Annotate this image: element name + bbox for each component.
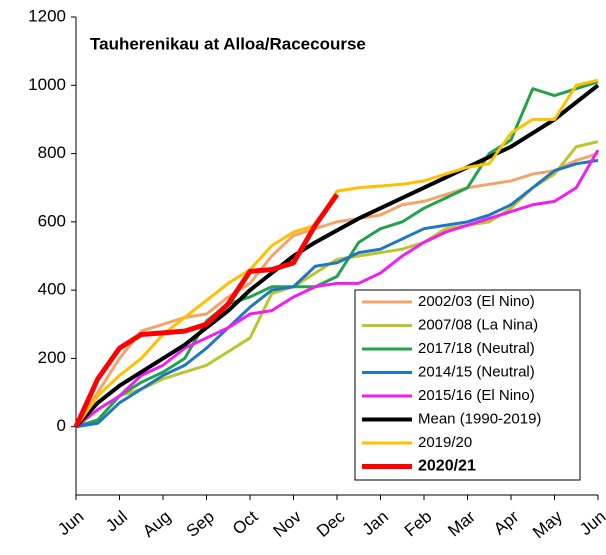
series-line bbox=[75, 149, 600, 428]
x-tick-label: Feb bbox=[401, 507, 436, 540]
x-tick-label: Jun bbox=[576, 507, 606, 539]
legend-label: 2002/03 (El Nino) bbox=[418, 293, 535, 310]
series-line bbox=[75, 158, 599, 429]
legend-label: 2014/15 (Neutral) bbox=[418, 363, 535, 380]
y-tick-label: 800 bbox=[38, 143, 66, 162]
legend-label: Mean (1990-2019) bbox=[418, 410, 541, 427]
legend-label: 2020/21 bbox=[418, 458, 476, 475]
series-line bbox=[75, 140, 599, 428]
series-line bbox=[75, 80, 599, 429]
series-line bbox=[74, 152, 599, 428]
legend-label: 2017/18 (Neutral) bbox=[418, 340, 535, 357]
legend: 2002/03 (El Nino) 2007/08 (La Nina) 2017/1… bbox=[362, 293, 541, 475]
series-line bbox=[74, 83, 600, 429]
legend-label: 2007/08 (La Nina) bbox=[418, 316, 538, 333]
y-tick-label: 1200 bbox=[28, 6, 66, 25]
x-tick-label: Sep bbox=[183, 507, 218, 541]
series-line bbox=[73, 193, 340, 428]
x-tick-label: Jun bbox=[54, 507, 87, 539]
chart-title: Tauherenikau at Alloa/Racecourse bbox=[90, 34, 366, 53]
y-tick-label: 400 bbox=[38, 280, 66, 299]
legend-label: 2015/16 (El Nino) bbox=[418, 387, 535, 404]
x-tick-label: Oct bbox=[229, 507, 262, 539]
x-tick-label: Dec bbox=[313, 507, 349, 541]
x-tick-label: Apr bbox=[490, 507, 523, 539]
y-tick-label: 600 bbox=[38, 211, 66, 230]
x-tick-label: Nov bbox=[270, 507, 306, 541]
x-tick-label: May bbox=[529, 507, 566, 543]
y-tick-label: 0 bbox=[57, 416, 66, 435]
legend-label: 2019/20 bbox=[418, 434, 472, 451]
x-tick-label: Aug bbox=[139, 507, 174, 541]
x-tick-label: Jul bbox=[102, 507, 131, 536]
x-tick-label: Jan bbox=[359, 507, 392, 539]
y-tick-label: 1000 bbox=[28, 75, 66, 94]
legend-box bbox=[354, 289, 581, 481]
y-tick-label: 200 bbox=[38, 348, 66, 367]
x-tick-label: Mar bbox=[444, 507, 479, 541]
